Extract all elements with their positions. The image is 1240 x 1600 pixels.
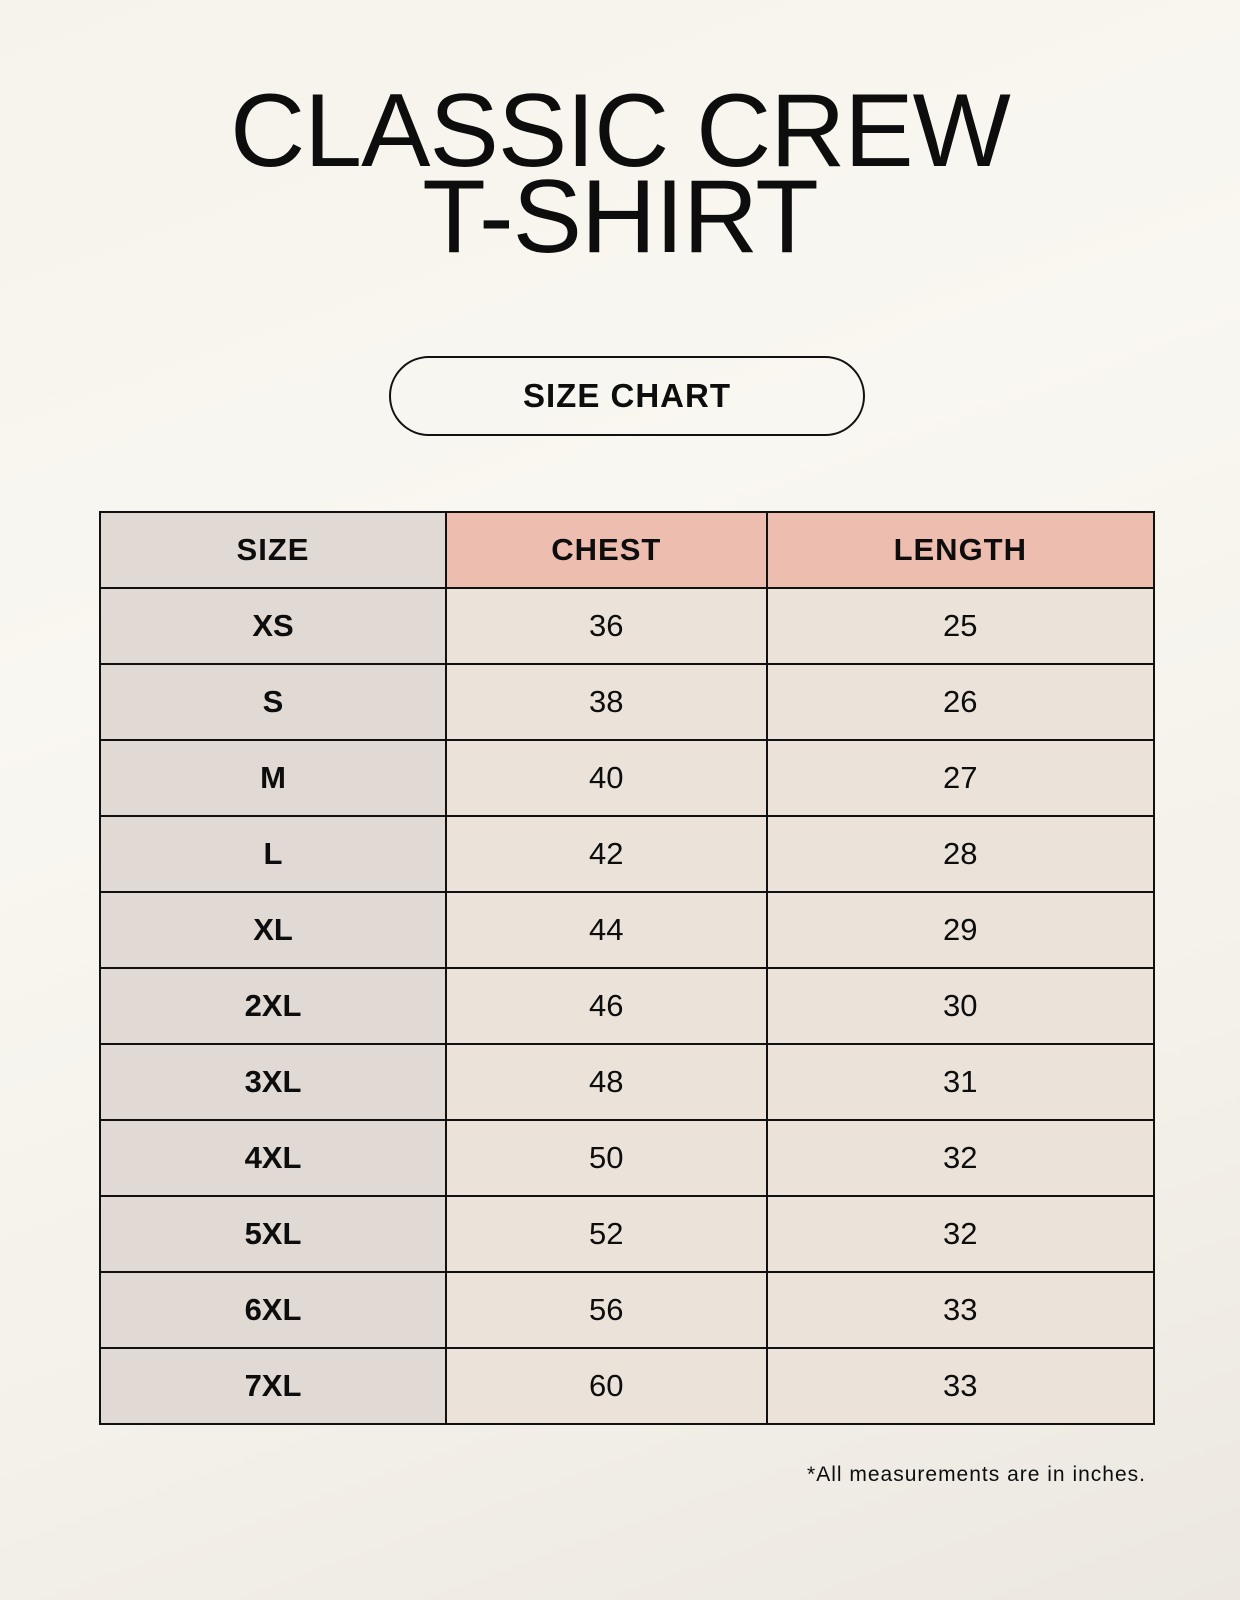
cell-length: 29 bbox=[765, 891, 1156, 969]
cell-chest: 56 bbox=[445, 1271, 768, 1349]
table-row: 6XL 56 33 bbox=[99, 1271, 1156, 1349]
table-row: 2XL 46 30 bbox=[99, 967, 1156, 1045]
cell-size: 7XL bbox=[99, 1347, 447, 1425]
size-chart-label: SIZE CHART bbox=[389, 356, 865, 436]
cell-chest: 52 bbox=[445, 1195, 768, 1273]
cell-chest: 38 bbox=[445, 663, 768, 741]
cell-size: S bbox=[99, 663, 447, 741]
table-row: XL 44 29 bbox=[99, 891, 1156, 969]
cell-size: 4XL bbox=[99, 1119, 447, 1197]
cell-chest: 50 bbox=[445, 1119, 768, 1197]
cell-size: 5XL bbox=[99, 1195, 447, 1273]
title-line-2: T-SHIRT bbox=[422, 159, 819, 275]
header-chest: CHEST bbox=[445, 511, 768, 589]
cell-size: XS bbox=[99, 587, 447, 665]
table-row: S 38 26 bbox=[99, 663, 1156, 741]
cell-size: L bbox=[99, 815, 447, 893]
table-row: XS 36 25 bbox=[99, 587, 1156, 665]
cell-length: 28 bbox=[765, 815, 1156, 893]
cell-size: M bbox=[99, 739, 447, 817]
cell-size: XL bbox=[99, 891, 447, 969]
cell-chest: 40 bbox=[445, 739, 768, 817]
footnote: *All measurements are in inches. bbox=[807, 1463, 1146, 1486]
cell-chest: 48 bbox=[445, 1043, 768, 1121]
cell-size: 2XL bbox=[99, 967, 447, 1045]
cell-length: 25 bbox=[765, 587, 1156, 665]
cell-length: 32 bbox=[765, 1119, 1156, 1197]
cell-length: 33 bbox=[765, 1347, 1156, 1425]
table-row: 4XL 50 32 bbox=[99, 1119, 1156, 1197]
cell-length: 32 bbox=[765, 1195, 1156, 1273]
table-header-row: SIZE CHEST LENGTH bbox=[99, 511, 1156, 589]
table-row: L 42 28 bbox=[99, 815, 1156, 893]
table-row: 5XL 52 32 bbox=[99, 1195, 1156, 1273]
header-size: SIZE bbox=[99, 511, 447, 589]
size-table: SIZE CHEST LENGTH XS 36 25 S 38 26 M 40 27 L 42 28 X… bbox=[99, 511, 1156, 1425]
cell-length: 30 bbox=[765, 967, 1156, 1045]
cell-size: 3XL bbox=[99, 1043, 447, 1121]
cell-chest: 60 bbox=[445, 1347, 768, 1425]
cell-chest: 44 bbox=[445, 891, 768, 969]
title-line-1: CLASSIC CREW bbox=[230, 73, 1011, 189]
header-length: LENGTH bbox=[765, 511, 1156, 589]
cell-length: 26 bbox=[765, 663, 1156, 741]
page-title: CLASSIC CREW T-SHIRT bbox=[0, 73, 1240, 275]
table-row: 7XL 60 33 bbox=[99, 1347, 1156, 1425]
table-row: M 40 27 bbox=[99, 739, 1156, 817]
cell-length: 31 bbox=[765, 1043, 1156, 1121]
cell-length: 27 bbox=[765, 739, 1156, 817]
cell-chest: 36 bbox=[445, 587, 768, 665]
cell-chest: 42 bbox=[445, 815, 768, 893]
cell-length: 33 bbox=[765, 1271, 1156, 1349]
table-row: 3XL 48 31 bbox=[99, 1043, 1156, 1121]
cell-size: 6XL bbox=[99, 1271, 447, 1349]
cell-chest: 46 bbox=[445, 967, 768, 1045]
